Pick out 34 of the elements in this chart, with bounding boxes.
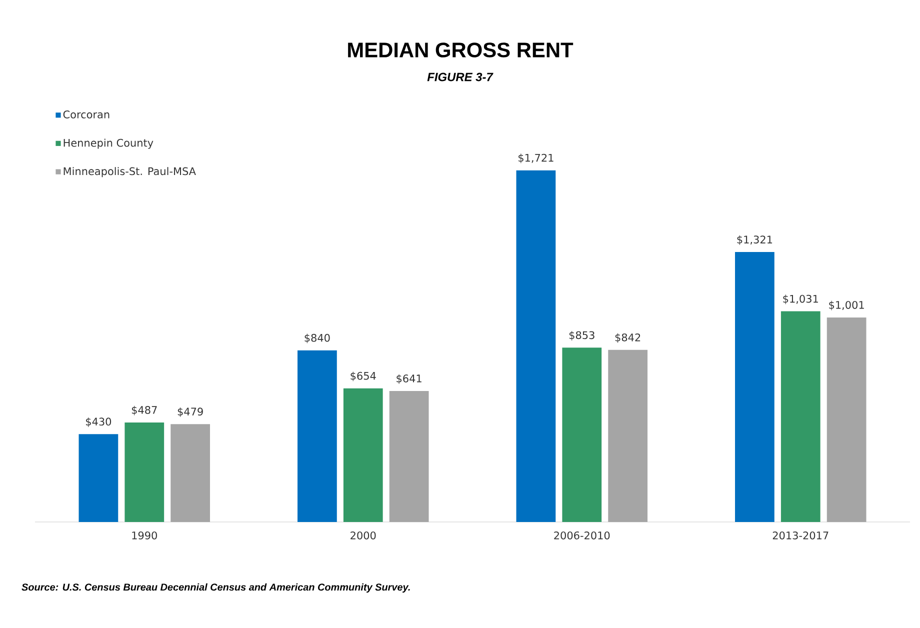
bar: [170, 424, 210, 522]
data-label: $1,001: [829, 300, 864, 310]
bar: [389, 391, 429, 522]
data-label: $842: [615, 333, 640, 343]
legend-label: Corcoran: [63, 110, 110, 118]
data-label: $1,721: [518, 154, 554, 164]
data-label: $479: [178, 407, 203, 417]
data-label: $853: [569, 331, 594, 341]
bar: [78, 434, 118, 522]
data-label: $487: [132, 406, 157, 416]
bar: [343, 388, 383, 522]
data-label: $1,031: [783, 294, 818, 304]
data-label: $430: [86, 417, 112, 427]
data-label: $641: [396, 374, 422, 384]
bar: [124, 422, 164, 522]
chart-subtitle: FIGURE 3-7: [427, 72, 494, 82]
chart-title: MEDIAN GROSS RENT: [348, 42, 574, 58]
data-label: $654: [350, 372, 376, 382]
bar: [735, 252, 774, 522]
bar: [298, 350, 337, 522]
legend-label: Minneapolis-St. Paul-MSA: [64, 167, 196, 178]
bar: [826, 317, 866, 522]
bar: [562, 348, 602, 522]
bar: [516, 170, 556, 522]
data-label: $1,321: [737, 235, 772, 245]
legend-label: Hennepin County: [64, 138, 154, 149]
x-tick-label: 2000: [350, 531, 376, 540]
x-tick-label: 2006-2010: [554, 531, 610, 540]
data-label: $840: [304, 334, 330, 344]
x-tick-label: 2013-2017: [772, 531, 828, 540]
x-tick-label: 1990: [132, 531, 157, 540]
bar: [780, 311, 820, 522]
bar: [608, 350, 648, 522]
source-note: Source: U.S. Census Bureau Decennial Census and American Community Survey.: [22, 583, 410, 593]
